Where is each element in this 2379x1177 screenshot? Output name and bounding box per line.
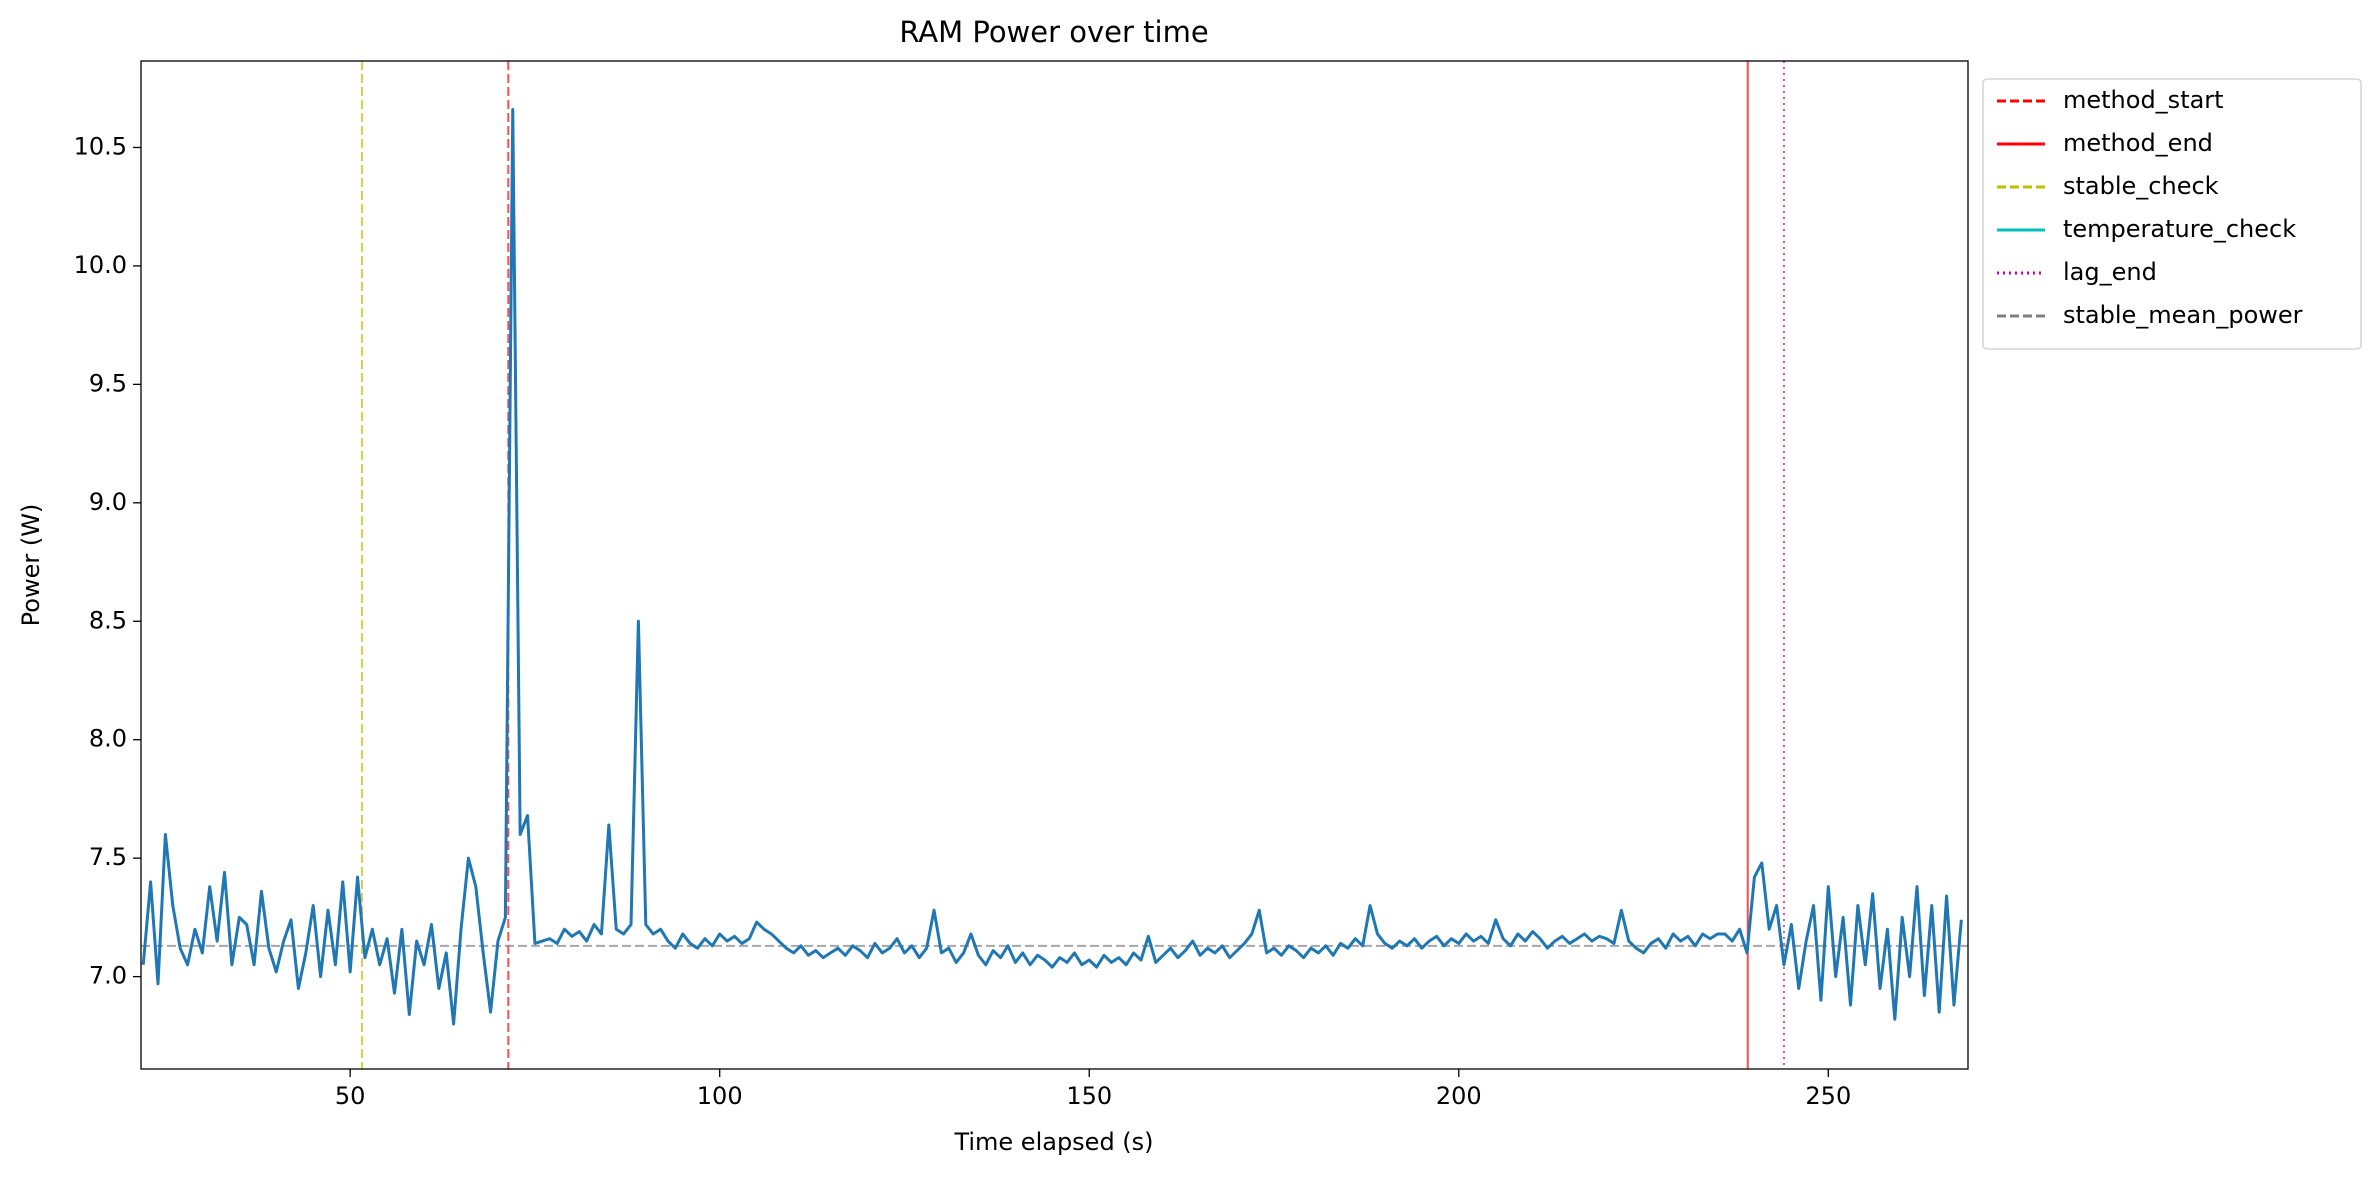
x-tick-label: 150 <box>1066 1082 1112 1110</box>
legend-label: method_start <box>2063 86 2224 114</box>
x-axis-label: Time elapsed (s) <box>953 1128 1153 1156</box>
y-tick-label: 7.0 <box>89 962 127 990</box>
y-tick-label: 7.5 <box>89 843 127 871</box>
y-tick-label: 8.5 <box>89 606 127 634</box>
x-tick-label: 250 <box>1805 1082 1851 1110</box>
legend-box <box>1982 78 2362 350</box>
legend-label: lag_end <box>2063 258 2157 286</box>
data-line <box>141 108 1963 1026</box>
x-tick-label: 100 <box>697 1082 743 1110</box>
chart-title: RAM Power over time <box>899 15 1208 49</box>
y-tick-label: 9.0 <box>89 488 127 516</box>
y-tick-label: 9.5 <box>89 369 127 397</box>
x-tick-label: 50 <box>335 1082 366 1110</box>
x-tick-label: 200 <box>1436 1082 1482 1110</box>
legend-label: stable_check <box>2063 172 2219 200</box>
legend-label: method_end <box>2063 129 2213 157</box>
y-axis-label: Power (W) <box>17 504 45 627</box>
y-tick-label: 10.0 <box>74 251 127 279</box>
legend-label: stable_mean_power <box>2063 301 2303 329</box>
legend-label: temperature_check <box>2063 215 2296 243</box>
plot-frame <box>140 60 1969 1070</box>
y-tick-label: 8.0 <box>89 725 127 753</box>
y-tick-label: 10.5 <box>74 132 127 160</box>
